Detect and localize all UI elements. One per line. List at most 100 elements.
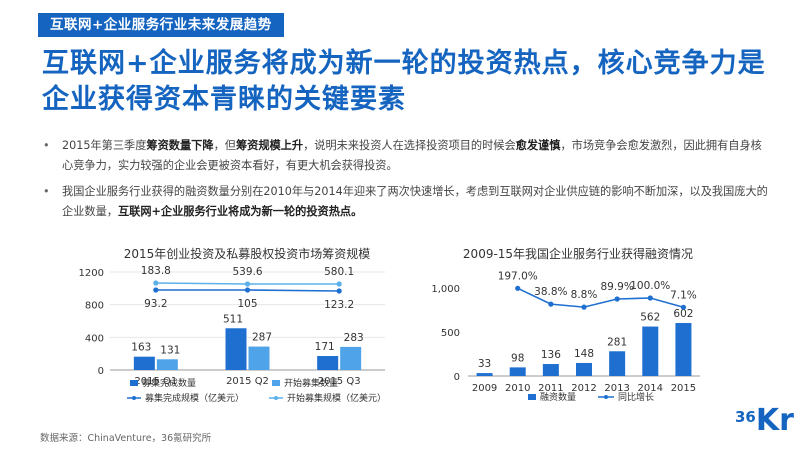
data-source-note: 数据来源：ChinaVenture，36氪研究所 bbox=[40, 433, 212, 444]
chart2-growth-label: 8.8% bbox=[571, 289, 598, 301]
chart1-bar-label: 287 bbox=[252, 332, 272, 344]
chart2-title: 2009-15年我国企业服务行业获得融资情况 bbox=[463, 246, 693, 261]
chart2-legend-label: 融资数量 bbox=[540, 391, 576, 403]
chart1-line-label: 123.2 bbox=[324, 299, 354, 311]
headline: 互联网+企业服务将成为新一轮的投资热点，核心竞争力是企业获得资本青睐的关键要素 bbox=[42, 48, 766, 115]
chart2-bar-label: 602 bbox=[673, 308, 693, 320]
chart2-bar bbox=[576, 362, 592, 376]
chart2-bar bbox=[476, 373, 493, 376]
bold-phrase: 筹资数量下降 bbox=[146, 139, 214, 152]
chart2-bar bbox=[542, 364, 559, 376]
chart2-bar-label: 148 bbox=[574, 348, 594, 360]
chart2-growth-point bbox=[647, 295, 653, 301]
chart1-x-tick: 2015 Q2 bbox=[226, 376, 269, 387]
chart1-legend-marker bbox=[132, 396, 136, 400]
chart1-bar-label: 283 bbox=[344, 332, 364, 344]
chart1-bar-label: 163 bbox=[131, 342, 151, 354]
chart2-growth-label: 7.1% bbox=[670, 289, 697, 301]
chart2-legend-swatch bbox=[528, 394, 536, 400]
chart2-bar-label: 98 bbox=[511, 352, 524, 364]
chart2-bar-label: 281 bbox=[607, 336, 627, 348]
bullet-1: • 2015年第三季度筹资数量下降，但筹资规模上升，说明未来投资人在选择投资项目… bbox=[40, 136, 770, 175]
chart1-line-label: 105 bbox=[237, 298, 257, 310]
chart2-growth-label: 89.9% bbox=[600, 281, 633, 293]
chart2-x-tick: 2011 bbox=[538, 383, 563, 394]
chart1-legend-swatch bbox=[272, 380, 280, 386]
chart1-line-point bbox=[153, 280, 159, 286]
chart2-growth-point bbox=[581, 304, 587, 310]
chart1-line-label: 539.6 bbox=[232, 266, 262, 278]
chart1-legend-label: 开始募集规模（亿美元） bbox=[287, 392, 386, 404]
36kr-logo: 36Kr bbox=[735, 403, 794, 438]
bullet-dot: • bbox=[43, 139, 50, 152]
chart1-bar-completed bbox=[133, 356, 155, 370]
chart2-bar bbox=[642, 326, 659, 376]
chart2-growth-point bbox=[614, 296, 620, 302]
chart2-growth-line bbox=[517, 287, 684, 309]
text-run: ，但 bbox=[213, 139, 236, 152]
bullet-2: • 我国企业服务行业获得的融资数量分别在2010年与2014年迎来了两次快速增长… bbox=[40, 182, 770, 221]
chart2-bar bbox=[675, 323, 692, 376]
chart1-legend-swatch bbox=[130, 380, 138, 386]
chart1-legend-marker bbox=[274, 396, 278, 400]
text-run: ，说明未来投资人在选择投资项目的时候会 bbox=[303, 139, 516, 152]
chart1-x-tick: 2015 Q1 bbox=[134, 376, 177, 387]
bold-phrase: 筹资规模上升 bbox=[235, 139, 304, 152]
text-run: 2015年第三季度 bbox=[62, 139, 147, 152]
chart1-line-label: 93.2 bbox=[144, 298, 167, 310]
chart1-line-point bbox=[336, 281, 342, 287]
chart2-bar-label: 562 bbox=[640, 312, 660, 324]
chart1-bar-label: 511 bbox=[223, 313, 243, 325]
chart1-y-tick: 800 bbox=[85, 301, 104, 312]
chart1-title: 2015年创业投资及私募股权投资市场筹资规模 bbox=[124, 246, 371, 261]
chart2-legend-marker bbox=[604, 395, 608, 399]
chart1-bar-started bbox=[248, 346, 270, 370]
chart1-bar-started bbox=[156, 359, 178, 370]
bold-phrase: 互联网+企业服务行业将成为新一轮的投资热点。 bbox=[117, 204, 363, 218]
logo-kr: Kr bbox=[755, 403, 794, 438]
chart2-x-tick: 2015 bbox=[671, 383, 696, 394]
chart1-x-tick: 2015 Q3 bbox=[318, 376, 361, 387]
logo-number: 36 bbox=[735, 408, 756, 426]
chart2-y-tick: 500 bbox=[441, 328, 460, 339]
text-run: ，市场竞争会愈发激烈，因此拥有自身核心竞争力，实力较强的企业会更被资本看好，有更… bbox=[62, 139, 762, 172]
chart1-line-point bbox=[153, 287, 159, 293]
chart1-bar-completed bbox=[225, 328, 247, 370]
chart2-growth-point bbox=[515, 285, 521, 291]
chart2-x-tick: 2010 bbox=[505, 383, 530, 394]
chart2-x-tick: 2013 bbox=[604, 383, 629, 394]
chart1-y-tick: 400 bbox=[85, 333, 104, 344]
chart2-bar bbox=[509, 367, 526, 376]
section-tag: 互联网+企业服务行业未来发展趋势 bbox=[38, 13, 284, 37]
chart1-legend-label: 开始募集数量 bbox=[284, 377, 338, 389]
chart2-bar bbox=[609, 351, 626, 376]
chart1-line-point bbox=[244, 287, 251, 293]
chart1-y-tick: 1200 bbox=[79, 268, 104, 279]
chart2-bar-label: 33 bbox=[478, 358, 491, 370]
chart1-legend-label: 募集完成规模（亿美元） bbox=[145, 392, 244, 404]
chart1-legend-label: 募集完成数量 bbox=[142, 377, 196, 389]
bullet-dot: • bbox=[43, 185, 50, 198]
chart2-y-tick: 0 bbox=[454, 372, 460, 383]
chart1-line-label: 580.1 bbox=[324, 266, 354, 278]
chart1-bar-started bbox=[340, 346, 362, 370]
chart1-line-label: 183.8 bbox=[141, 265, 171, 277]
chart1-line-point bbox=[336, 288, 342, 294]
chart2-x-tick: 2014 bbox=[638, 383, 663, 394]
chart1-line-point bbox=[244, 281, 251, 287]
chart1-y-tick: 0 bbox=[98, 366, 104, 377]
bullet-list: • 2015年第三季度筹资数量下降，但筹资规模上升，说明未来投资人在选择投资项目… bbox=[40, 136, 770, 228]
chart2-x-tick: 2009 bbox=[472, 383, 497, 394]
chart2-y-tick: 1,000 bbox=[431, 284, 460, 295]
chart2-growth-point bbox=[548, 301, 554, 307]
chart1-bar-completed bbox=[317, 356, 339, 370]
chart1-bar-label: 131 bbox=[160, 344, 180, 356]
text-run: 我国企业服务行业获得的融资数量分别在2010年与2014年迎来了两次快速增长，考… bbox=[62, 185, 768, 218]
bullet-1-text: 2015年第三季度筹资数量下降，但筹资规模上升，说明未来投资人在选择投资项目的时… bbox=[62, 139, 762, 172]
bold-phrase: 愈发谨慎 bbox=[515, 139, 561, 152]
bullet-2-text: 我国企业服务行业获得的融资数量分别在2010年与2014年迎来了两次快速增长，考… bbox=[62, 185, 768, 218]
chart2-legend-label: 同比增长 bbox=[618, 391, 654, 403]
chart2-growth-label: 100.0% bbox=[630, 280, 670, 292]
chart2-growth-label: 38.8% bbox=[534, 286, 567, 298]
